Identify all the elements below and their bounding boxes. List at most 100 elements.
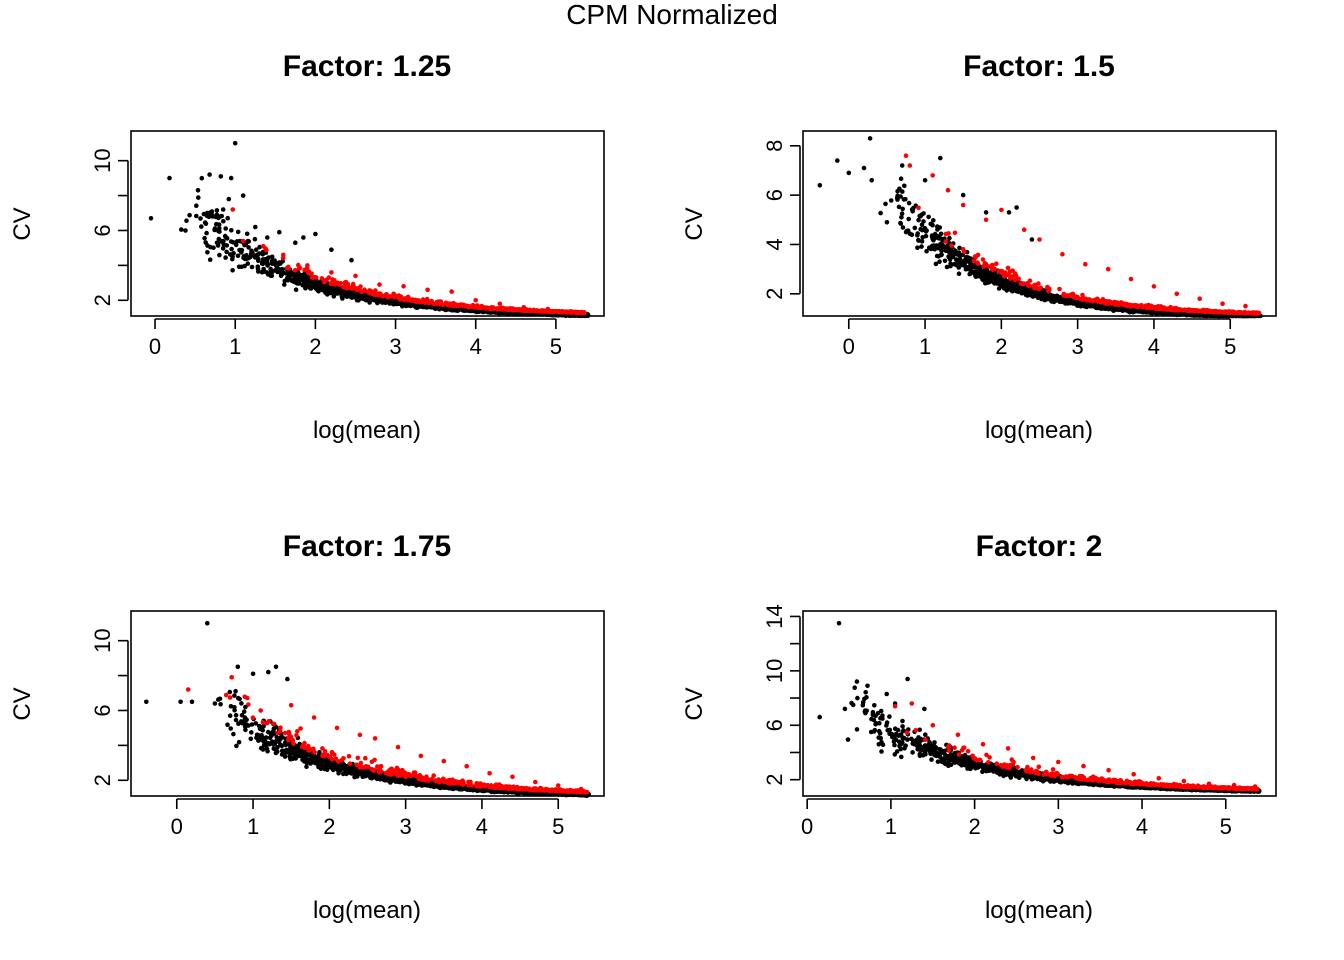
data-point: [437, 306, 442, 312]
data-point-highlight: [496, 306, 502, 311]
data-point: [475, 309, 481, 314]
data-point-highlight: [395, 295, 401, 300]
data-point: [335, 291, 341, 296]
data-point: [919, 212, 924, 217]
data-point-highlight: [457, 303, 463, 308]
data-point-highlight: [350, 281, 356, 287]
data-point: [228, 175, 234, 181]
data-point: [222, 233, 228, 239]
data-point-highlight: [453, 303, 459, 309]
data-point: [349, 257, 354, 263]
x-axis-label: log(mean): [313, 417, 421, 444]
data-point: [184, 218, 189, 223]
data-point: [253, 247, 259, 252]
data-point: [1022, 287, 1028, 293]
data-point-highlight: [309, 275, 315, 280]
data-point: [982, 270, 987, 275]
data-point: [194, 203, 199, 208]
data-point: [282, 282, 287, 287]
data-point: [995, 274, 1000, 280]
data-point-highlight: [335, 281, 341, 287]
data-point-highlight: [302, 267, 307, 273]
data-point: [918, 226, 923, 232]
data-point: [963, 264, 968, 270]
data-point: [260, 252, 266, 257]
data-point: [167, 175, 172, 181]
data-point: [237, 238, 243, 244]
data-point: [195, 188, 201, 193]
data-point: [249, 264, 255, 270]
data-point: [1063, 297, 1068, 302]
data-point: [261, 266, 266, 272]
data-point: [924, 248, 929, 254]
data-point: [265, 256, 270, 261]
data-point: [199, 175, 205, 181]
data-point: [331, 294, 337, 299]
y-tick-label: 4: [762, 238, 787, 250]
data-point: [245, 261, 251, 266]
data-point-highlight: [507, 306, 512, 312]
data-point-highlight: [281, 252, 286, 258]
data-point-highlight: [341, 284, 346, 290]
data-point-highlight: [426, 300, 432, 306]
data-point: [239, 264, 244, 270]
data-point: [329, 247, 334, 252]
data-point-highlight: [309, 271, 314, 276]
y-tick-label: 6: [90, 224, 115, 236]
data-point: [242, 242, 247, 248]
data-point: [919, 244, 924, 249]
data-point-highlight: [305, 270, 311, 276]
data-point: [217, 229, 222, 234]
data-point-highlight: [353, 273, 358, 279]
data-point-highlight: [292, 268, 298, 273]
data-point: [388, 299, 394, 305]
data-point: [244, 256, 249, 262]
data-point: [277, 229, 282, 235]
data-point: [264, 270, 270, 275]
data-point-highlight: [305, 263, 310, 268]
data-point: [937, 259, 942, 265]
data-point: [912, 225, 918, 231]
data-point: [214, 208, 220, 213]
data-point: [196, 195, 201, 200]
y-axis-label: CV: [9, 207, 36, 240]
data-point: [265, 263, 270, 268]
data-point-highlight: [355, 286, 360, 291]
data-point: [331, 287, 337, 292]
data-point: [933, 261, 939, 267]
data-point-highlight: [345, 284, 351, 289]
data-point: [246, 245, 251, 250]
y-tick-label: 2: [762, 288, 787, 300]
data-point: [301, 235, 306, 240]
data-point: [316, 280, 322, 286]
data-point: [957, 256, 963, 262]
points: [817, 136, 1263, 319]
data-point-highlight: [510, 306, 516, 312]
data-point: [229, 246, 234, 252]
data-point: [900, 225, 906, 230]
data-point: [926, 214, 931, 220]
panel-title: Factor: 1.5: [963, 50, 1115, 83]
data-point: [1204, 313, 1210, 318]
plot-frame: [130, 130, 605, 317]
data-point: [895, 197, 900, 202]
data-point-highlight: [521, 305, 527, 310]
data-point: [255, 269, 261, 274]
data-point: [947, 235, 952, 241]
data-point-highlight: [329, 270, 334, 275]
data-point: [223, 226, 228, 231]
x-axis-label: log(mean): [985, 417, 1093, 444]
data-point: [956, 271, 962, 277]
data-point: [883, 201, 888, 207]
data-point: [1032, 293, 1038, 299]
data-point-highlight: [473, 298, 479, 303]
data-point-highlight: [581, 310, 587, 315]
data-point-highlight: [373, 288, 378, 293]
data-point-highlight: [497, 301, 503, 307]
data-point: [920, 235, 925, 240]
data-point: [900, 189, 905, 194]
data-point-highlight: [449, 289, 455, 294]
data-point: [211, 245, 216, 250]
data-point: [239, 247, 245, 253]
data-point-highlight: [559, 309, 565, 314]
